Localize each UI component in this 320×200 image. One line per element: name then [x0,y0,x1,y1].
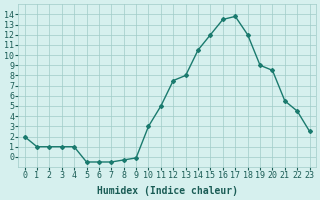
X-axis label: Humidex (Indice chaleur): Humidex (Indice chaleur) [97,186,237,196]
